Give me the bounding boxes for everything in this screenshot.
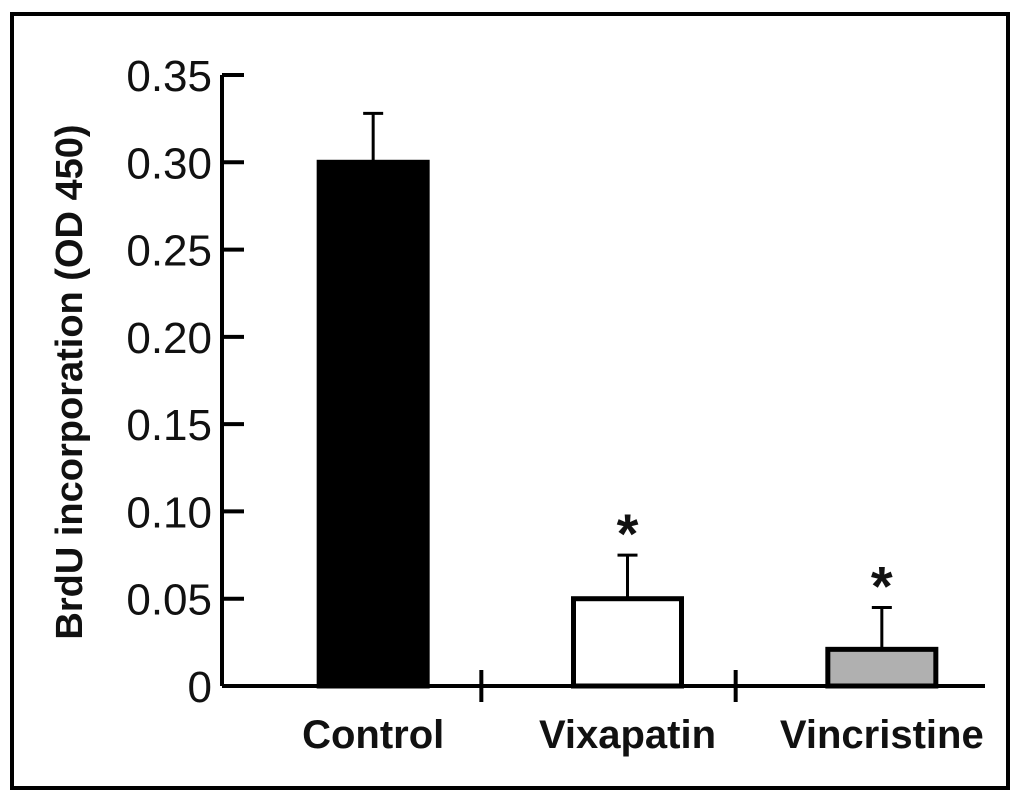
bar-vincristine [825,646,939,689]
y-tick-label: 0.30 [126,139,212,188]
y-tick-label: 0.10 [126,488,212,537]
significance-markers: ** [617,502,893,617]
category-label-control: Control [302,713,444,757]
y-axis-title: BrdU incorporation (OD 450) [49,124,91,639]
error-bars [363,111,892,650]
y-tick-label: 0 [188,663,212,712]
significance-asterisk: * [871,554,893,617]
category-labels: Control Vixapatin Vincristine [302,713,984,757]
significance-asterisk: * [617,502,639,565]
y-tick-label: 0.05 [126,576,212,625]
category-label-vixapatin: Vixapatin [539,713,716,757]
y-tick-label: 0.35 [126,52,212,101]
y-tick-label: 0.20 [126,314,212,363]
bars [316,159,939,689]
bar-vixapatin [571,596,684,689]
category-label-vincristine: Vincristine [780,713,984,757]
y-tick-label: 0.15 [126,401,212,450]
y-axis: 0 0.05 0.10 0.15 0.20 0.25 0.30 0.35 [126,52,244,712]
y-tick-label: 0.25 [126,227,212,276]
bar-control [316,159,430,689]
